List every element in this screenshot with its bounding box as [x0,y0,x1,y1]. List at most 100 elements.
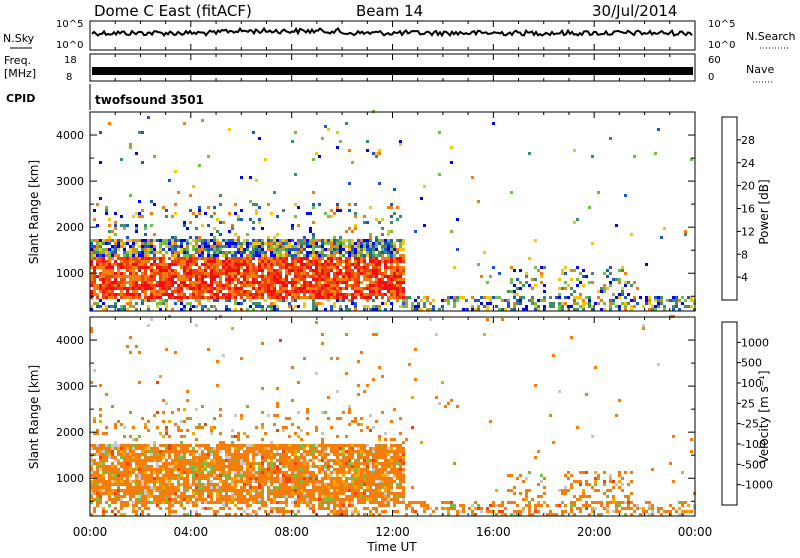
heatmap-cell [336,266,339,269]
heatmap-cell [357,360,360,363]
heatmap-cell [354,492,357,495]
heatmap-cell [219,468,222,471]
heatmap-cell [369,206,372,209]
heatmap-cell [237,450,240,453]
heatmap-cell [264,260,267,263]
heatmap-cell [285,278,288,281]
heatmap-cell [204,453,207,456]
heatmap-cell [369,414,372,417]
heatmap-cell [402,477,405,480]
heatmap-cell [243,486,246,489]
heatmap-cell [312,480,315,483]
heatmap-cell [348,468,351,471]
heatmap-cell [477,299,480,302]
heatmap-cell [315,251,318,254]
heatmap-cell [612,278,615,281]
heatmap-cell [351,465,354,468]
heatmap-cell [177,278,180,281]
heatmap-cell [117,239,120,242]
heatmap-cell [168,486,171,489]
heatmap-cell [399,486,402,489]
heatmap-cell [582,302,585,305]
heatmap-cell [264,299,267,302]
heatmap-cell [321,450,324,453]
heatmap-cell [336,299,339,302]
heatmap-cell [186,471,189,474]
heatmap-cell [366,287,369,290]
heatmap-cell [372,254,375,257]
heatmap-cell [183,492,186,495]
heatmap-cell [99,284,102,287]
heatmap-cell [381,293,384,296]
heatmap-cell [282,245,285,248]
heatmap-cell [99,465,102,468]
heatmap-cell [123,477,126,480]
heatmap-cell [207,206,210,209]
heatmap-cell [267,477,270,480]
heatmap-cell [165,281,168,284]
heatmap-cell [96,203,99,206]
heatmap-cell [135,462,138,465]
heatmap-cell [351,245,354,248]
heatmap-cell [300,284,303,287]
heatmap-cell [399,480,402,483]
heatmap-cell [201,248,204,251]
heatmap-cell [96,498,99,501]
heatmap-cell [237,501,240,504]
heatmap-cell [231,465,234,468]
heatmap-cell [624,302,627,305]
heatmap-cell [147,245,150,248]
heatmap-cell [321,239,324,242]
heatmap-cell [117,459,120,462]
heatmap-cell [363,254,366,257]
heatmap-cell [564,474,567,477]
heatmap-cell [351,248,354,251]
heatmap-cell [144,504,147,507]
heatmap-cell [168,489,171,492]
heatmap-cell [621,302,624,305]
heatmap-cell [351,495,354,498]
heatmap-cell [234,486,237,489]
heatmap-cell [132,453,135,456]
heatmap-cell [270,507,273,510]
heatmap-cell [294,501,297,504]
heatmap-cell [351,420,354,423]
heatmap-cell [315,269,318,272]
heatmap-cell [141,495,144,498]
heatmap-cell [276,414,279,417]
heatmap-cell [348,254,351,257]
heatmap-cell [282,426,285,429]
heatmap-cell [177,483,180,486]
heatmap-cell [297,248,300,251]
heatmap-cell [108,296,111,299]
heatmap-cell [201,495,204,498]
heatmap-cell [204,498,207,501]
heatmap-cell [183,284,186,287]
heatmap-cell [384,468,387,471]
heatmap-cell [99,239,102,242]
heatmap-cell [234,284,237,287]
heatmap-cell [363,287,366,290]
heatmap-cell [165,450,168,453]
heatmap-cell [339,296,342,299]
heatmap-cell [351,480,354,483]
heatmap-cell [336,209,339,212]
heatmap-cell [144,456,147,459]
heatmap-cell [258,206,261,209]
heatmap-cell [375,263,378,266]
heatmap-cell [336,284,339,287]
heatmap-cell [342,278,345,281]
heatmap-cell [393,254,396,257]
heatmap-cell [135,510,138,513]
heatmap-cell [363,215,366,218]
heatmap-cell [342,293,345,296]
heatmap-cell [333,236,336,239]
heatmap-cell [360,468,363,471]
heatmap-cell [231,257,234,260]
heatmap-cell [240,447,243,450]
heatmap-cell [396,296,399,299]
heatmap-cell [270,489,273,492]
heatmap-cell [378,251,381,254]
heatmap-cell [180,239,183,242]
heatmap-cell [303,248,306,251]
